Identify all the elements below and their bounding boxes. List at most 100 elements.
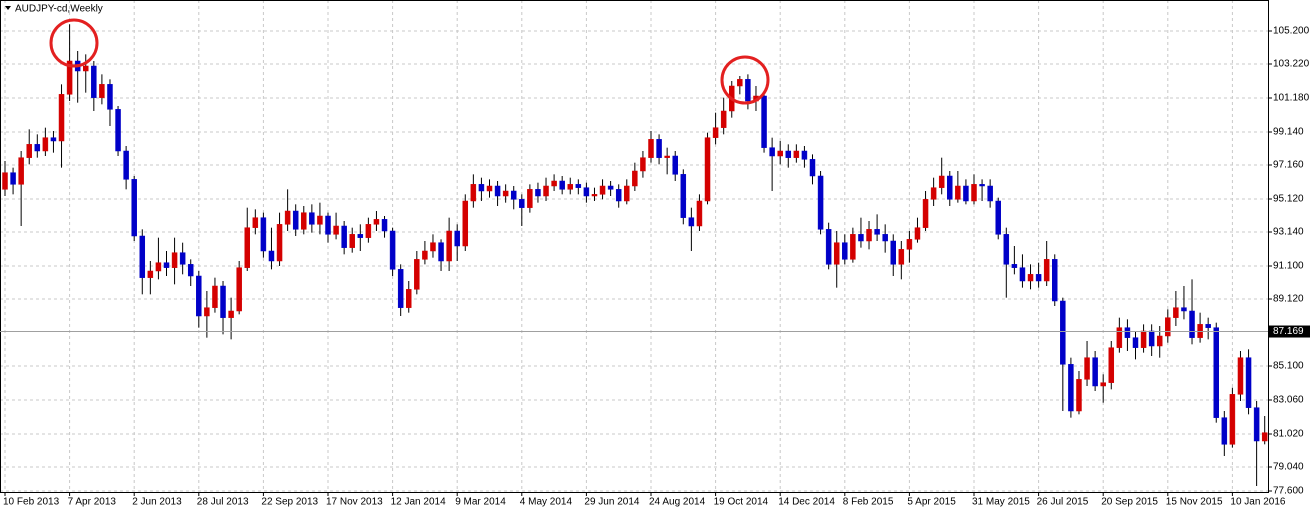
candle-body <box>1165 317 1171 337</box>
candle-body <box>874 229 880 235</box>
candle-body <box>147 270 154 278</box>
candle-body <box>91 65 97 98</box>
candle-body <box>599 185 606 195</box>
candle-body <box>1261 432 1268 442</box>
candle-body <box>1035 274 1042 282</box>
x-tick-label: 12 Jan 2014 <box>391 497 446 507</box>
candle-body <box>389 230 396 270</box>
candle-body <box>906 239 913 250</box>
candle-body <box>99 84 105 98</box>
candle-body <box>963 185 969 202</box>
candle-body <box>204 307 210 317</box>
candle-body <box>422 250 428 260</box>
candle-body <box>624 185 630 202</box>
candle-body <box>914 227 921 240</box>
candle-body <box>761 95 767 148</box>
candle-body <box>58 94 65 142</box>
candle-body <box>446 230 452 262</box>
candle-body <box>737 79 743 87</box>
candle-body <box>979 184 985 187</box>
candle-body <box>1140 330 1147 348</box>
highlight-circle <box>720 55 770 105</box>
x-tick-label: 10 Feb 2013 <box>3 497 60 507</box>
candle-body <box>890 240 896 265</box>
candle-body <box>1156 335 1163 347</box>
candle-body <box>502 190 509 197</box>
candle-body <box>882 234 888 242</box>
candle-body <box>1011 264 1018 268</box>
candle-body <box>664 155 670 158</box>
candle-body <box>50 137 57 142</box>
x-tick-label: 26 Jul 2015 <box>1037 497 1089 507</box>
candle-body <box>510 190 517 200</box>
candle-body <box>1027 274 1034 282</box>
candle-body <box>817 175 824 230</box>
candle-body <box>801 150 808 160</box>
candle-body <box>833 242 840 265</box>
candle-body <box>212 285 218 308</box>
candle-body <box>567 184 573 190</box>
candle-body <box>785 150 792 158</box>
candle-body <box>268 250 275 262</box>
candle-body <box>107 84 113 110</box>
candle-body <box>438 242 444 262</box>
candle-body <box>1181 307 1187 312</box>
candle-body <box>1132 337 1139 348</box>
menu-arrow[interactable] <box>5 6 11 10</box>
candle-body <box>276 224 283 262</box>
candle-body <box>333 225 339 235</box>
candle-body <box>478 184 485 192</box>
candle-body <box>131 179 137 237</box>
candle-body <box>1189 310 1195 338</box>
candle-body <box>559 180 565 190</box>
candle-body <box>341 225 347 248</box>
candle-body <box>688 217 695 227</box>
x-tick-label: 4 May 2014 <box>520 497 573 507</box>
candle-body <box>1253 407 1260 442</box>
x-tick-label: 5 Apr 2015 <box>907 497 956 507</box>
candle-body <box>922 199 929 228</box>
candle-body <box>1068 364 1074 412</box>
y-tick-label: 91.100 <box>1273 261 1304 272</box>
candle-body <box>527 189 533 208</box>
x-tick-label: 19 Oct 2014 <box>714 497 769 507</box>
x-tick-label: 10 Jan 2016 <box>1230 497 1285 507</box>
candle-body <box>1229 394 1236 445</box>
candle-body <box>83 65 89 72</box>
y-tick-label: 93.140 <box>1273 227 1304 238</box>
y-tick-label: 95.120 <box>1273 194 1304 205</box>
candle-body <box>947 175 953 200</box>
y-tick-label: 103.220 <box>1273 59 1310 70</box>
candle-body <box>930 187 937 200</box>
candle-body <box>155 262 162 272</box>
candle-body <box>252 217 259 228</box>
candle-body <box>591 194 598 197</box>
candle-body <box>260 217 267 252</box>
candle-body <box>1100 382 1106 387</box>
axes: 105.200 103.220 101.180 99.140 97.160 95.120 9… <box>0 26 1310 507</box>
candle-body <box>543 185 549 197</box>
candle-body <box>1003 234 1010 265</box>
candle-body <box>1148 330 1155 347</box>
candle-body <box>842 242 848 260</box>
candle-body <box>349 234 355 248</box>
candle-body <box>850 234 856 260</box>
candle-body <box>1019 267 1026 282</box>
candle-body <box>301 212 307 230</box>
x-tick-label: 2 Jun 2013 <box>132 497 182 507</box>
candle-body <box>179 252 186 265</box>
candle-body <box>793 150 800 158</box>
candle-body <box>1173 307 1179 318</box>
candle-body <box>462 200 469 247</box>
candle-body <box>1116 327 1123 348</box>
candle-body <box>292 210 299 230</box>
candle-body <box>769 147 775 157</box>
y-tick-label: 99.140 <box>1273 127 1304 138</box>
candle-body <box>995 200 1001 235</box>
candle-body <box>1213 327 1219 418</box>
candle-body <box>34 144 41 152</box>
candle-body <box>365 224 372 238</box>
candle-body <box>987 185 993 202</box>
candle-body <box>1205 324 1211 328</box>
candle-body <box>898 249 905 265</box>
